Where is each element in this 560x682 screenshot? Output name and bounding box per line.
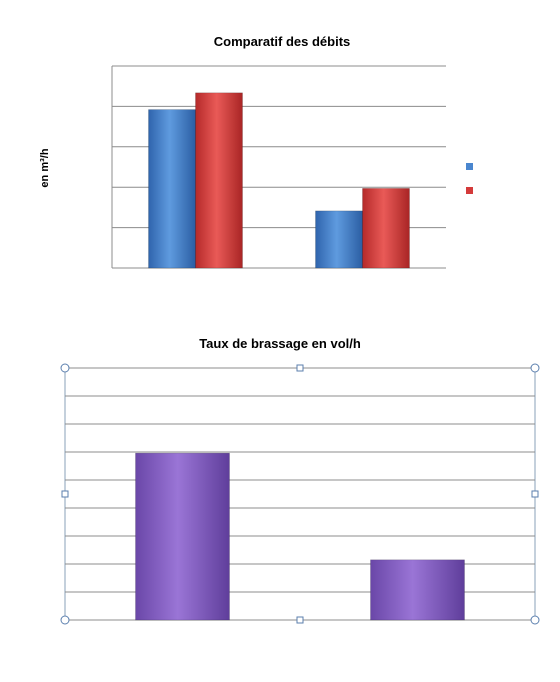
bar [135, 452, 230, 621]
resize-handle-side [296, 616, 304, 624]
resize-handle-corner [60, 615, 70, 625]
bar-soufflage [315, 210, 363, 269]
chart-title: Comparatif des débits [214, 34, 351, 49]
flow-comparison-chart: Comparatif des débits en m³/h [39, 34, 473, 269]
legend [466, 163, 473, 194]
bar-extraction [362, 188, 410, 269]
resize-handle-side [61, 490, 69, 498]
bar-extraction [195, 92, 243, 269]
bar [370, 559, 465, 621]
selection-handles[interactable] [60, 363, 540, 625]
resize-handle-side [296, 364, 304, 372]
legend-swatch-extraction [466, 187, 473, 194]
resize-handle-corner [530, 615, 540, 625]
legend-swatch-soufflage [466, 163, 473, 170]
bar-soufflage [148, 109, 196, 269]
resize-handle-corner [60, 363, 70, 373]
resize-handle-corner [530, 363, 540, 373]
chart-title: Taux de brassage en vol/h [199, 336, 361, 351]
y-axis-label: en m³/h [39, 148, 51, 187]
resize-handle-side [531, 490, 539, 498]
air-change-rate-chart: Taux de brassage en vol/h [60, 336, 540, 625]
